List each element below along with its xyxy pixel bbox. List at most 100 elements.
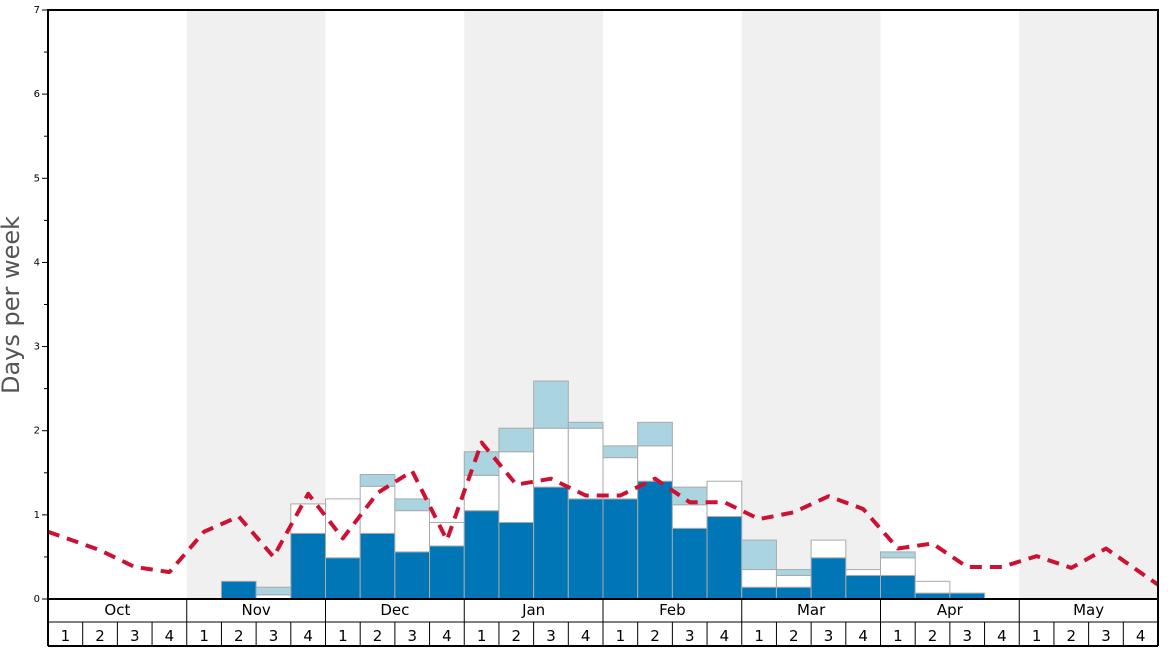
week-label: 3 <box>407 627 417 645</box>
week-label: 3 <box>1101 627 1111 645</box>
average-line <box>47 440 1160 587</box>
month-label-jan: Jan <box>521 601 545 619</box>
week-label: 2 <box>95 627 105 645</box>
bar-light-13 <box>498 427 535 453</box>
week-label: 4 <box>997 627 1007 645</box>
bar-light-15 <box>567 421 604 429</box>
bar-dark-16 <box>602 498 639 600</box>
bar-dark-24 <box>880 574 916 600</box>
bar-dark-8 <box>325 557 361 600</box>
bar-dark-19 <box>706 516 743 600</box>
bar-white-20 <box>741 569 777 588</box>
bar-white-17 <box>637 445 673 482</box>
month-shade-mar <box>741 10 881 599</box>
bar-light-20 <box>741 539 777 571</box>
month-shade-nov <box>186 10 326 599</box>
bar-white-18 <box>671 504 708 529</box>
week-label: 4 <box>581 627 591 645</box>
bar-light-21 <box>775 569 812 576</box>
x-axis: Oct 1 2 3 4 Nov 1 2 3 4 Dec 1 2 3 4 Jan 1 2 3 4 Feb 1 2 3 4 Mar 1 2… <box>47 599 1159 647</box>
week-label: 2 <box>373 627 383 645</box>
bar-white-25 <box>914 580 951 594</box>
bar-light-16 <box>602 445 639 459</box>
month-label-oct: Oct <box>104 601 130 619</box>
y-tick-label: 0 <box>34 594 40 605</box>
y-tick-label: 3 <box>34 342 40 353</box>
week-label: 4 <box>165 627 175 645</box>
week-label: 2 <box>928 627 938 645</box>
week-label: 4 <box>442 627 452 645</box>
week-label: 3 <box>130 627 140 645</box>
month-label-feb: Feb <box>659 601 686 619</box>
bar-dark-21 <box>775 586 812 600</box>
week-label: 1 <box>893 627 903 645</box>
bar-light-24 <box>880 551 916 559</box>
week-label: 4 <box>858 627 868 645</box>
week-label: 3 <box>546 627 556 645</box>
week-label: 1 <box>1032 627 1042 645</box>
bar-white-24 <box>880 557 916 576</box>
y-tick-label: 2 <box>34 426 40 437</box>
bar-white-8 <box>325 498 361 559</box>
week-label: 4 <box>1136 627 1146 645</box>
bar-light-17 <box>637 421 673 447</box>
bar-white-22 <box>810 539 847 559</box>
bar-light-9 <box>359 473 396 487</box>
month-label-dec: Dec <box>380 601 409 619</box>
month-label-apr: Apr <box>937 601 964 619</box>
bar-white-16 <box>602 457 639 500</box>
bar-light-10 <box>394 498 431 512</box>
bar-dark-13 <box>498 521 535 600</box>
week-label: 4 <box>720 627 730 645</box>
bar-series <box>220 380 986 600</box>
week-label: 1 <box>61 627 71 645</box>
week-label: 1 <box>477 627 487 645</box>
week-label: 2 <box>512 627 522 645</box>
bar-dark-22 <box>810 557 847 600</box>
bar-white-21 <box>775 574 812 588</box>
average-line-layer <box>47 440 1160 587</box>
week-label: 3 <box>962 627 972 645</box>
week-label: 3 <box>824 627 834 645</box>
week-label: 2 <box>1067 627 1077 645</box>
week-label: 1 <box>616 627 626 645</box>
y-tick-label: 6 <box>34 89 40 100</box>
y-axis: 0 1 2 3 4 5 6 7 <box>34 5 48 605</box>
week-label: 1 <box>338 627 348 645</box>
month-label-nov: Nov <box>241 601 270 619</box>
week-label: 4 <box>303 627 313 645</box>
y-tick-label: 5 <box>34 173 40 184</box>
week-label: 1 <box>754 627 764 645</box>
week-label: 2 <box>789 627 799 645</box>
bar-white-15 <box>567 427 604 500</box>
y-axis-label: Days per week <box>0 216 25 394</box>
bar-dark-10 <box>394 551 431 600</box>
week-label: 3 <box>269 627 279 645</box>
y-tick-label: 7 <box>34 5 40 16</box>
bar-dark-11 <box>429 545 465 600</box>
bar-dark-5 <box>220 580 257 600</box>
month-label-mar: Mar <box>797 601 826 619</box>
bar-dark-17 <box>637 480 673 600</box>
bar-dark-7 <box>290 532 326 600</box>
week-label: 2 <box>650 627 660 645</box>
y-tick-label: 1 <box>34 510 40 521</box>
week-label: 1 <box>199 627 209 645</box>
week-label: 3 <box>685 627 695 645</box>
bar-dark-9 <box>359 532 396 600</box>
week-label: 2 <box>234 627 244 645</box>
bar-dark-14 <box>533 486 569 600</box>
bar-white-10 <box>394 510 431 553</box>
y-tick-label: 4 <box>34 257 40 268</box>
bar-dark-15 <box>567 498 604 600</box>
month-shade-may <box>1019 10 1158 599</box>
bar-white-13 <box>498 451 535 523</box>
bar-white-23 <box>845 569 881 576</box>
month-shading <box>186 10 1158 599</box>
bar-light-14 <box>533 380 569 429</box>
bar-white-19 <box>706 480 743 518</box>
bar-dark-12 <box>463 510 500 600</box>
bar-dark-23 <box>845 574 881 600</box>
bar-white-9 <box>359 485 396 534</box>
